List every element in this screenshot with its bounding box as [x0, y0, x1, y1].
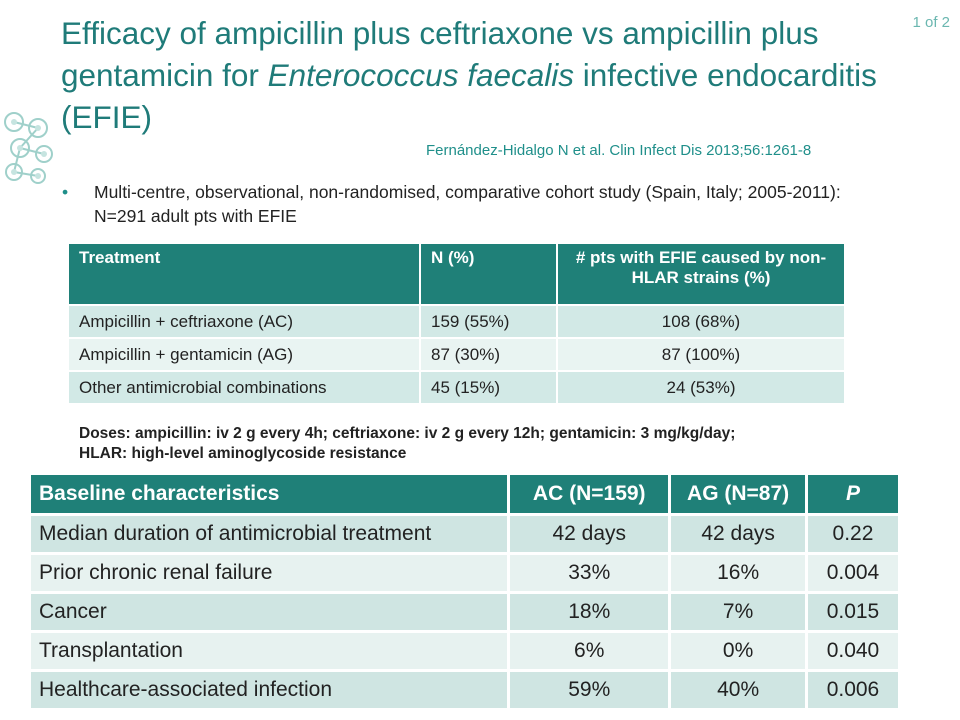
title-part2: infective endocarditis (EFIE) [61, 57, 877, 135]
cell-non-hlar: 108 (68%) [557, 304, 846, 338]
hlar-definition: HLAR: high-level aminoglycoside resistan… [79, 445, 407, 462]
header-characteristic: Baseline characteristics [31, 475, 511, 515]
cell-ac: 59% [508, 669, 672, 708]
cell-ac: 6% [508, 630, 672, 671]
table-row: Median duration of antimicrobial treatme… [31, 513, 902, 554]
cell-characteristic: Prior chronic renal failure [31, 552, 511, 593]
header-non-hlar: # pts with EFIE caused by non-HLAR strai… [557, 244, 846, 305]
baseline-table: Baseline characteristics AC (N=159) AG (… [31, 475, 902, 708]
cell-ag: 0% [669, 630, 808, 671]
header-n: N (%) [420, 244, 558, 305]
cell-characteristic: Median duration of antimicrobial treatme… [31, 513, 511, 554]
cell-characteristic: Transplantation [31, 630, 511, 671]
doses-line: Doses: ampicillin: iv 2 g every 4h; ceft… [79, 425, 736, 442]
cell-characteristic: Cancer [31, 591, 511, 632]
page-number: 1 of 2 [912, 14, 950, 31]
cell-treatment: Other antimicrobial combinations [69, 370, 421, 403]
table-row: Prior chronic renal failure 33% 16% 0.00… [31, 552, 902, 593]
cell-n: 87 (30%) [420, 337, 558, 371]
cell-n: 159 (55%) [420, 304, 558, 338]
cell-ag: 16% [669, 552, 808, 593]
citation: Fernández-Hidalgo N et al. Clin Infect D… [426, 142, 812, 159]
cell-p: 0.015 [806, 591, 902, 632]
cell-treatment: Ampicillin + ceftriaxone (AC) [69, 304, 421, 338]
cell-ag: 40% [669, 669, 808, 708]
table-header-row: Treatment N (%) # pts with EFIE caused b… [69, 244, 846, 305]
cell-p: 0.040 [806, 630, 902, 671]
cell-treatment: Ampicillin + gentamicin (AG) [69, 337, 421, 371]
cell-ag: 7% [669, 591, 808, 632]
header-p-text: P [845, 482, 860, 505]
cell-ac: 18% [508, 591, 672, 632]
table-row: Ampicillin + ceftriaxone (AC) 159 (55%) … [69, 304, 846, 338]
table-row: Other antimicrobial combinations 45 (15%… [69, 370, 846, 403]
table-row: Transplantation 6% 0% 0.040 [31, 630, 902, 671]
table-row: Cancer 18% 7% 0.015 [31, 591, 902, 632]
cell-non-hlar: 87 (100%) [557, 337, 846, 371]
cell-p: 0.004 [806, 552, 902, 593]
slide-title: Efficacy of ampicillin plus ceftriaxone … [61, 12, 911, 138]
header-ag: AG (N=87) [669, 475, 808, 515]
cell-p: 0.006 [806, 669, 902, 708]
bullet-point: • Multi-centre, observational, non-rando… [62, 180, 882, 228]
title-part1: Efficacy of ampicillin plus ceftriaxone … [61, 15, 819, 93]
cell-ac: 42 days [508, 513, 672, 554]
cell-characteristic: Healthcare-associated infection [31, 669, 511, 708]
molecule-logo-icon [4, 112, 53, 184]
bullet-icon: • [62, 182, 69, 202]
treatment-table: Treatment N (%) # pts with EFIE caused b… [69, 244, 846, 403]
table-header-row: Baseline characteristics AC (N=159) AG (… [31, 475, 902, 515]
header-ac: AC (N=159) [508, 475, 672, 515]
cell-ac: 33% [508, 552, 672, 593]
header-p: P [806, 475, 902, 515]
cell-n: 45 (15%) [420, 370, 558, 403]
doses-note: Doses: ampicillin: iv 2 g every 4h; ceft… [79, 424, 839, 464]
header-treatment: Treatment [69, 244, 421, 305]
cell-p: 0.22 [806, 513, 902, 554]
title-organism: Enterococcus faecalis [267, 57, 575, 93]
table-row: Ampicillin + gentamicin (AG) 87 (30%) 87… [69, 337, 846, 371]
cell-ag: 42 days [669, 513, 808, 554]
bullet-text: Multi-centre, observational, non-randomi… [94, 182, 841, 226]
cell-non-hlar: 24 (53%) [557, 370, 846, 403]
table-row: Healthcare-associated infection 59% 40% … [31, 669, 902, 708]
